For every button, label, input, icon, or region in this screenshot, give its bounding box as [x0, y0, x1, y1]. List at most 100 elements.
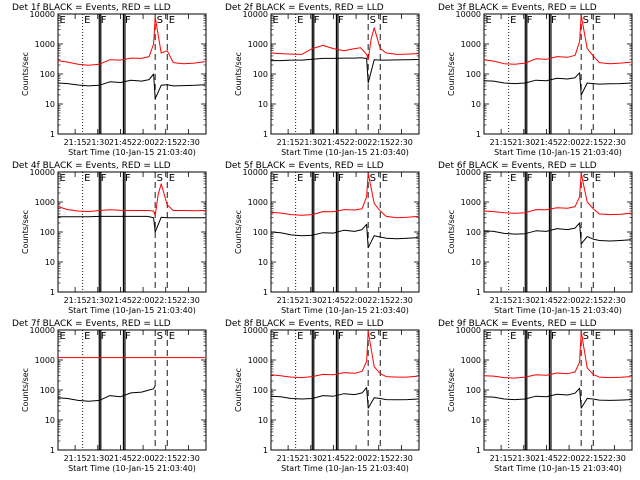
x-tick-label: 22:15 — [154, 138, 177, 147]
event-marker-label: E — [169, 173, 175, 184]
series-line-lld — [483, 172, 632, 216]
y-tick-label: 1000 — [35, 198, 55, 207]
y-tick-label: 10 — [45, 416, 55, 425]
x-tick-label: 22:30 — [177, 454, 200, 463]
x-tick-label: 22:15 — [367, 296, 390, 305]
series-line-lld — [483, 14, 632, 65]
x-tick-label: 22:00 — [558, 296, 581, 305]
x-tick-label: 22:00 — [558, 454, 581, 463]
x-tick-label: 22:15 — [580, 454, 603, 463]
event-marker-label: S — [370, 173, 376, 184]
plot-frame — [57, 329, 207, 451]
y-tick-label: 1 — [263, 446, 268, 455]
y-tick-label: 10000 — [456, 10, 481, 19]
x-tick-label: 22:00 — [345, 454, 368, 463]
event-marker-label: E — [297, 15, 303, 26]
series-line-lld — [483, 330, 632, 379]
y-axis-label: Counts/sec — [447, 52, 456, 96]
y-tick-label: 100 — [253, 228, 268, 237]
y-tick-label: 100 — [466, 228, 481, 237]
event-marker-label: F — [125, 173, 131, 184]
x-tick-label: 21:30 — [299, 138, 322, 147]
y-tick-label: 1000 — [461, 356, 481, 365]
x-tick-label: 21:45 — [322, 138, 345, 147]
y-tick-label: 1000 — [461, 198, 481, 207]
x-tick-label: 21:30 — [86, 138, 109, 147]
event-marker-label: F — [338, 15, 344, 26]
series-line-events — [58, 215, 205, 233]
event-marker-label: E — [84, 331, 90, 342]
y-tick-label: 10 — [471, 100, 481, 109]
x-tick-label: 22:15 — [367, 138, 390, 147]
event-marker-label: E — [486, 173, 492, 184]
x-tick-label: 22:30 — [390, 296, 413, 305]
x-tick-label: 21:15 — [277, 296, 300, 305]
y-tick-label: 1 — [50, 288, 55, 297]
event-marker-label: S — [583, 331, 589, 342]
y-tick-label: 1000 — [35, 40, 55, 49]
series-line-lld — [270, 172, 419, 219]
x-tick-label: 22:15 — [154, 296, 177, 305]
y-tick-label: 100 — [466, 70, 481, 79]
x-tick-label: 21:15 — [64, 296, 87, 305]
plot-frame — [270, 171, 420, 293]
series-line-events — [270, 223, 419, 249]
x-tick-label: 21:15 — [490, 454, 513, 463]
event-marker-label: F — [101, 173, 107, 184]
event-marker-label: S — [157, 173, 163, 184]
y-tick-label: 10 — [471, 258, 481, 267]
y-axis-label: Counts/sec — [21, 52, 30, 96]
y-tick-label: 10000 — [456, 168, 481, 177]
event-marker-label: E — [169, 331, 175, 342]
plot-frame — [483, 329, 633, 451]
y-tick-label: 100 — [253, 70, 268, 79]
x-tick-label: 22:30 — [177, 138, 200, 147]
event-marker-label: F — [551, 173, 557, 184]
event-marker-label: E — [297, 331, 303, 342]
y-tick-label: 1 — [263, 130, 268, 139]
y-tick-label: 10000 — [456, 326, 481, 335]
plot-frame — [57, 13, 207, 135]
y-tick-label: 1000 — [35, 356, 55, 365]
event-marker-label: E — [595, 15, 601, 26]
event-marker-label: F — [338, 331, 344, 342]
x-tick-label: 21:15 — [490, 138, 513, 147]
x-tick-label: 22:30 — [390, 138, 413, 147]
x-tick-label: 21:45 — [109, 296, 132, 305]
panel-title: Det 8f BLACK = Events, RED = LLD — [225, 319, 384, 329]
event-marker-label: S — [583, 173, 589, 184]
event-marker-label: F — [101, 15, 107, 26]
y-tick-label: 1 — [50, 446, 55, 455]
panel-title: Det 3f BLACK = Events, RED = LLD — [438, 3, 597, 13]
event-marker-label: E — [169, 15, 175, 26]
y-tick-label: 10 — [258, 100, 268, 109]
y-tick-label: 10 — [45, 100, 55, 109]
panel-title: Det 9f BLACK = Events, RED = LLD — [438, 319, 597, 329]
x-axis-label: Start Time (10-Jan-15 21:03:40) — [494, 464, 622, 473]
y-tick-label: 100 — [40, 228, 55, 237]
x-tick-label: 21:30 — [86, 296, 109, 305]
y-axis-label: Counts/sec — [234, 368, 243, 412]
panel-title: Det 4f BLACK = Events, RED = LLD — [12, 161, 171, 171]
y-tick-label: 1000 — [248, 40, 268, 49]
y-axis-label: Counts/sec — [234, 52, 243, 96]
series-line-events — [483, 72, 632, 96]
event-marker-label: F — [551, 15, 557, 26]
y-tick-label: 10 — [258, 258, 268, 267]
plot-frame — [483, 171, 633, 293]
event-marker-label: S — [157, 331, 163, 342]
x-tick-label: 21:30 — [512, 296, 535, 305]
x-tick-label: 22:30 — [603, 454, 626, 463]
y-tick-label: 10 — [258, 416, 268, 425]
event-marker-label: E — [84, 15, 90, 26]
y-tick-label: 10000 — [30, 326, 55, 335]
event-marker-label: F — [314, 331, 320, 342]
event-marker-label: E — [60, 173, 66, 184]
y-axis-label: Counts/sec — [447, 210, 456, 254]
event-marker-label: E — [297, 173, 303, 184]
event-marker-label: F — [314, 173, 320, 184]
y-tick-label: 1 — [476, 446, 481, 455]
series-line-lld — [270, 27, 419, 61]
plot-frame — [57, 171, 207, 293]
x-tick-label: 21:45 — [535, 138, 558, 147]
